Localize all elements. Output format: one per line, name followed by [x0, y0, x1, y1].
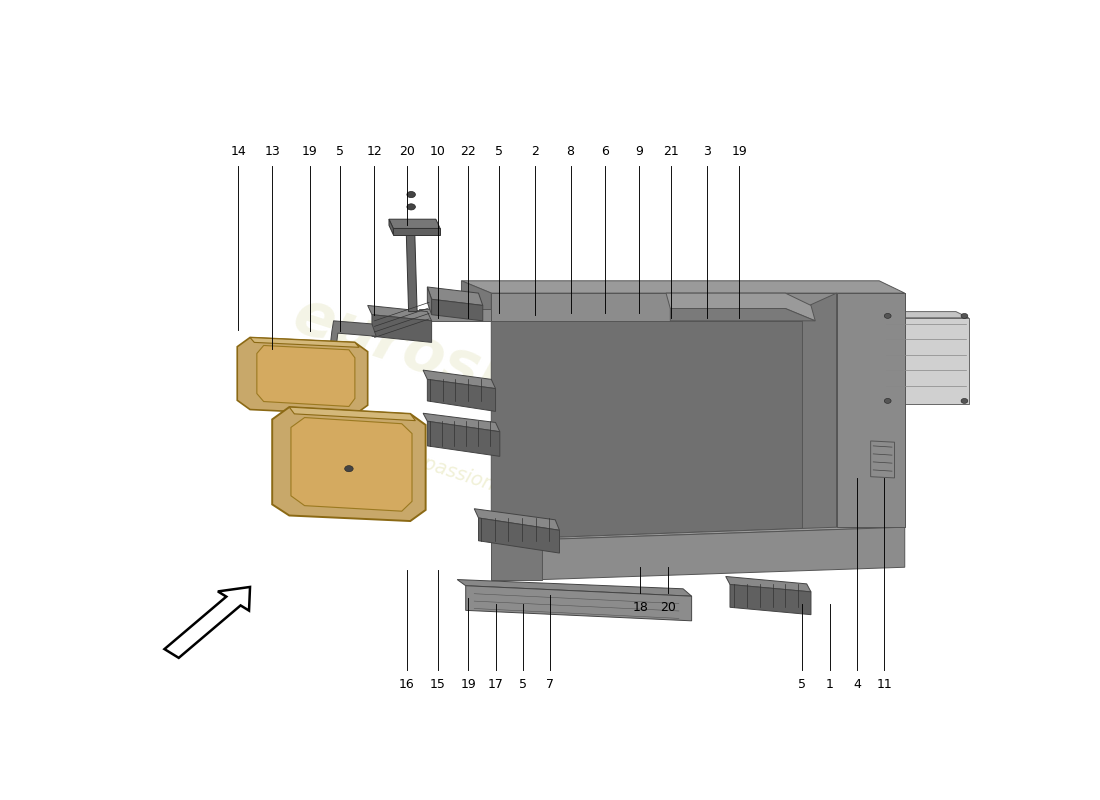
Polygon shape [372, 314, 431, 342]
Polygon shape [424, 414, 499, 432]
Polygon shape [427, 422, 499, 456]
Polygon shape [394, 229, 440, 234]
Polygon shape [290, 418, 412, 511]
Text: 20: 20 [399, 145, 415, 158]
Polygon shape [458, 579, 692, 596]
Circle shape [407, 191, 416, 198]
Text: 5: 5 [519, 678, 527, 691]
Polygon shape [389, 219, 394, 234]
Polygon shape [272, 407, 426, 521]
Polygon shape [871, 311, 969, 318]
Text: 16: 16 [399, 678, 415, 691]
Text: 6: 6 [601, 145, 608, 158]
Polygon shape [492, 309, 836, 539]
Circle shape [884, 398, 891, 403]
Text: 13: 13 [264, 145, 280, 158]
Polygon shape [329, 321, 376, 354]
Text: 21: 21 [663, 145, 679, 158]
Polygon shape [666, 293, 815, 321]
Text: 2: 2 [531, 145, 539, 158]
Text: 5: 5 [799, 678, 806, 691]
Polygon shape [474, 509, 560, 530]
Polygon shape [367, 306, 431, 321]
Polygon shape [803, 293, 836, 542]
Polygon shape [462, 281, 904, 293]
Polygon shape [492, 293, 904, 321]
Circle shape [344, 466, 353, 472]
Polygon shape [427, 287, 483, 306]
Polygon shape [257, 346, 355, 406]
Polygon shape [424, 370, 495, 389]
Polygon shape [419, 309, 492, 321]
Text: a passion for motoring since 1985: a passion for motoring since 1985 [403, 448, 725, 569]
Polygon shape [465, 586, 692, 621]
Polygon shape [389, 219, 440, 229]
Text: 7: 7 [546, 678, 554, 691]
Text: 10: 10 [430, 145, 446, 158]
Text: 9: 9 [635, 145, 642, 158]
Text: 22: 22 [461, 145, 476, 158]
Text: 17: 17 [487, 678, 504, 691]
Polygon shape [238, 338, 367, 414]
Circle shape [407, 204, 416, 210]
Text: 8: 8 [566, 145, 574, 158]
Text: 19: 19 [301, 145, 318, 158]
Polygon shape [427, 287, 431, 314]
Polygon shape [670, 309, 815, 321]
Polygon shape [883, 318, 969, 404]
Text: 12: 12 [366, 145, 383, 158]
Text: 15: 15 [430, 678, 446, 691]
Text: 11: 11 [877, 678, 892, 691]
Text: 3: 3 [703, 145, 711, 158]
Polygon shape [462, 281, 492, 321]
Polygon shape [250, 338, 359, 347]
Polygon shape [406, 226, 417, 311]
Text: 1: 1 [826, 678, 834, 691]
Polygon shape [730, 585, 811, 614]
Text: 19: 19 [732, 145, 747, 158]
Text: 4: 4 [854, 678, 861, 691]
FancyArrow shape [165, 587, 250, 658]
Text: 20: 20 [660, 601, 675, 614]
Text: 5: 5 [495, 145, 503, 158]
Text: 18: 18 [632, 601, 648, 614]
Circle shape [961, 314, 968, 318]
Polygon shape [542, 527, 904, 579]
Text: 14: 14 [230, 145, 246, 158]
Circle shape [961, 398, 968, 403]
Text: 19: 19 [461, 678, 476, 691]
Polygon shape [836, 293, 904, 527]
Polygon shape [431, 299, 483, 321]
Circle shape [884, 314, 891, 318]
Polygon shape [871, 441, 894, 478]
Polygon shape [492, 527, 904, 539]
Polygon shape [726, 577, 811, 592]
Polygon shape [427, 379, 495, 411]
Text: eurospares: eurospares [286, 286, 671, 461]
Polygon shape [492, 539, 542, 579]
Polygon shape [478, 518, 560, 553]
Polygon shape [289, 407, 416, 421]
Text: 5: 5 [337, 145, 344, 158]
Polygon shape [836, 293, 904, 527]
